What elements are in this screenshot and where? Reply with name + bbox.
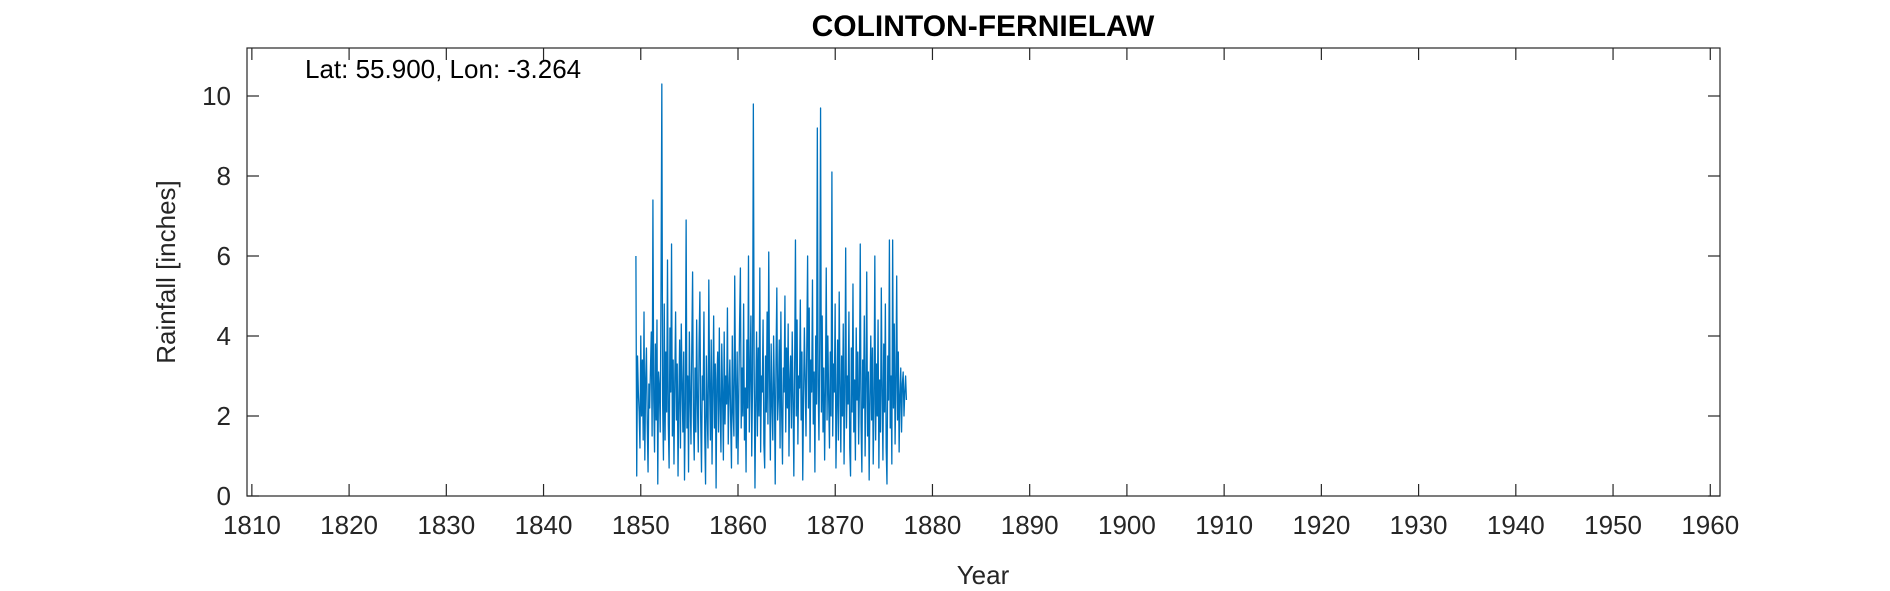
- x-tick-label: 1960: [1681, 510, 1739, 540]
- x-tick-label: 1930: [1390, 510, 1448, 540]
- plot-background: [247, 48, 1720, 496]
- y-tick-label: 6: [217, 241, 231, 271]
- y-tick-label: 10: [202, 81, 231, 111]
- chart-title: COLINTON-FERNIELAW: [812, 10, 1155, 43]
- x-tick-label: 1870: [806, 510, 864, 540]
- y-tick-label: 8: [217, 161, 231, 191]
- y-axis-ticks: 0 2 4 6 8 10: [202, 81, 1720, 511]
- y-tick-label: 2: [217, 401, 231, 431]
- y-tick-label: 4: [217, 321, 231, 351]
- axes-box: [246, 47, 1721, 497]
- x-tick-label: 1950: [1584, 510, 1642, 540]
- x-tick-label: 1860: [709, 510, 767, 540]
- x-tick-label: 1880: [904, 510, 962, 540]
- x-tick-label: 1820: [320, 510, 378, 540]
- x-axis-label: Year: [957, 560, 1010, 590]
- x-tick-label: 1900: [1098, 510, 1156, 540]
- x-tick-label: 1830: [417, 510, 475, 540]
- x-tick-label: 1910: [1195, 510, 1253, 540]
- y-axis-label: Rainfall [inches]: [151, 180, 181, 364]
- x-tick-label: 1890: [1001, 510, 1059, 540]
- series-layer: [635, 83, 908, 489]
- x-tick-label: 1940: [1487, 510, 1545, 540]
- x-tick-label: 1840: [515, 510, 573, 540]
- location-annotation: Lat: 55.900, Lon: -3.264: [305, 54, 581, 84]
- x-axis-ticks: 1810 1820 1830 1840 1850 1860 1870 1880 1890 1900…: [223, 48, 1739, 540]
- rainfall-series-line: [635, 83, 908, 489]
- y-tick-label: 0: [217, 481, 231, 511]
- x-tick-label: 1850: [612, 510, 670, 540]
- x-tick-label: 1920: [1292, 510, 1350, 540]
- x-tick-label: 1810: [223, 510, 281, 540]
